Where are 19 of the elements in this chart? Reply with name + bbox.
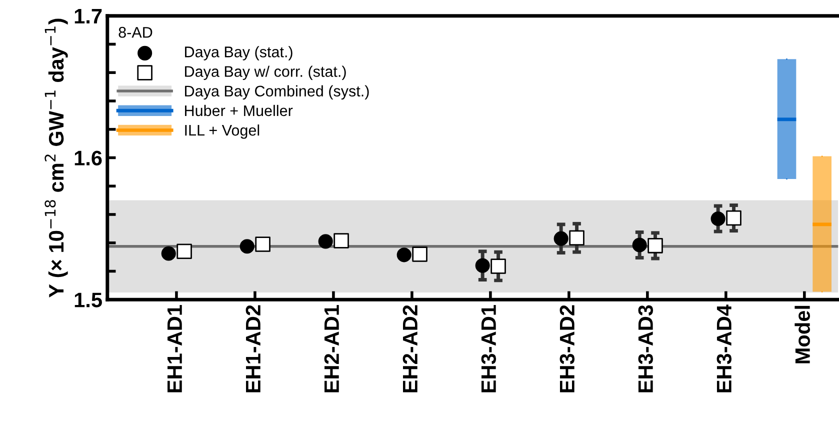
legend-label: Daya Bay w/ corr. (stat.): [185, 66, 346, 80]
legend-label: Daya Bay (stat.): [185, 46, 292, 60]
legend-label: Daya Bay Combined (syst.): [185, 85, 369, 100]
x-tick-label: EH3-AD1: [481, 305, 496, 392]
legend-title: 8-AD: [118, 26, 152, 38]
text: Y (× 10$^{−18}$ cm$^{2}$ GW$^{−1}$ day$^{−1}$): [44, 18, 68, 298]
y-tick-label: 1.5: [74, 292, 102, 308]
x-tick-label: EH2-AD2: [402, 305, 418, 392]
x-tick-label: EH3-AD2: [560, 305, 575, 392]
legend-label: Huber + Mueller: [185, 104, 293, 116]
x-tick-label: EH1-AD1: [168, 305, 182, 392]
x-tick-label: EH2-AD1: [324, 305, 339, 392]
x-tick-label: Model: [794, 306, 810, 364]
y-tick-label: 1.6: [74, 150, 102, 166]
y-tick-label: 1.7: [74, 9, 102, 24]
x-tick-label: EH3-AD3: [638, 305, 654, 392]
legend-label: ILL + Vogel: [185, 124, 260, 139]
x-tick-label: EH1-AD2: [246, 305, 260, 392]
x-tick-label: EH3-AD4: [716, 304, 732, 392]
